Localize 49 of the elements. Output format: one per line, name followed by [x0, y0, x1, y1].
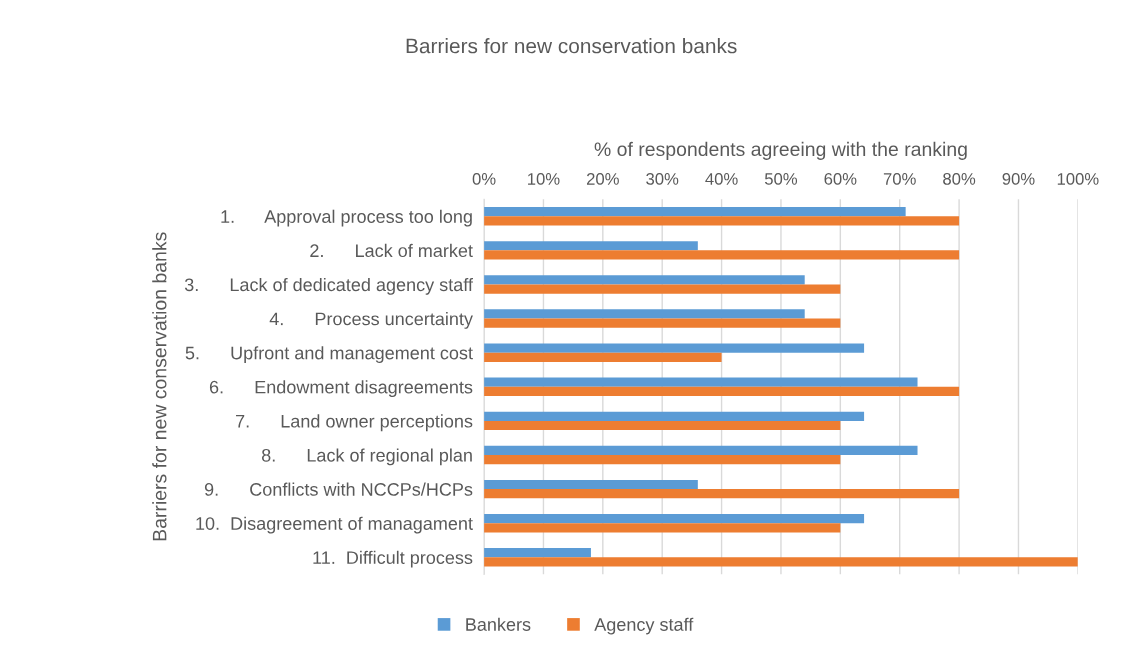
y-tick-label: 9. Conflicts with NCCPs/HCPs — [204, 482, 473, 496]
bar — [484, 411, 865, 421]
x-tick-label: 80% — [943, 172, 976, 185]
bar — [484, 489, 960, 499]
bar — [484, 352, 722, 362]
bar — [484, 343, 865, 353]
bar — [484, 445, 918, 455]
bar — [484, 557, 1078, 567]
bar — [484, 284, 841, 294]
bar — [484, 479, 698, 490]
bar — [484, 318, 841, 328]
y-tick-label: 5. Upfront and management cost — [185, 346, 473, 363]
x-tick-label: 60% — [824, 172, 857, 185]
y-tick-label: 11. Difficult process — [313, 550, 473, 568]
y-tick-label: 4. Process uncertainty — [269, 312, 473, 329]
bar — [484, 420, 841, 431]
x-axis-title: % of respondents agreeing with the ranking — [594, 141, 967, 160]
y-axis-title: Barriers for new conservation banks — [152, 232, 167, 541]
x-tick-label: 10% — [528, 172, 560, 185]
y-tick-label: 3. Lack of dedicated agency staff — [184, 277, 474, 295]
bar — [484, 523, 841, 533]
y-tick-label: 1. Approval process too long — [221, 209, 472, 227]
bar — [484, 250, 960, 260]
x-tick-label: 40% — [705, 172, 738, 185]
bar — [484, 207, 906, 217]
y-tick-label: 8. Lack of regional plan — [261, 448, 472, 466]
y-tick-label: 6. Endowment disagreements — [209, 380, 473, 398]
bar — [484, 386, 960, 396]
bar — [484, 309, 805, 319]
x-tick-label: 50% — [764, 172, 798, 185]
x-tick-label: 70% — [883, 172, 916, 185]
x-tick-label: 100% — [1057, 172, 1099, 185]
bar — [484, 377, 918, 387]
y-tick-label: 10. Disagreement of managament — [196, 516, 473, 534]
y-tick-label: 2. Lack of market — [310, 243, 473, 258]
x-tick-label: 30% — [646, 172, 679, 185]
bar — [484, 275, 805, 285]
y-tick-label: 7. Land owner perceptions — [236, 414, 473, 432]
bar — [484, 241, 698, 251]
x-tick-label: 0% — [472, 172, 496, 185]
legend-label: Bankers — [466, 617, 531, 631]
bar — [484, 454, 841, 465]
x-tick-label: 20% — [586, 172, 619, 185]
legend-label: Agency staff — [594, 617, 694, 635]
x-tick-label: 90% — [1002, 172, 1035, 185]
chart-title: Barriers for new conservation banks — [406, 38, 737, 54]
bar — [484, 216, 960, 226]
bar — [484, 513, 865, 524]
bar — [484, 548, 591, 558]
